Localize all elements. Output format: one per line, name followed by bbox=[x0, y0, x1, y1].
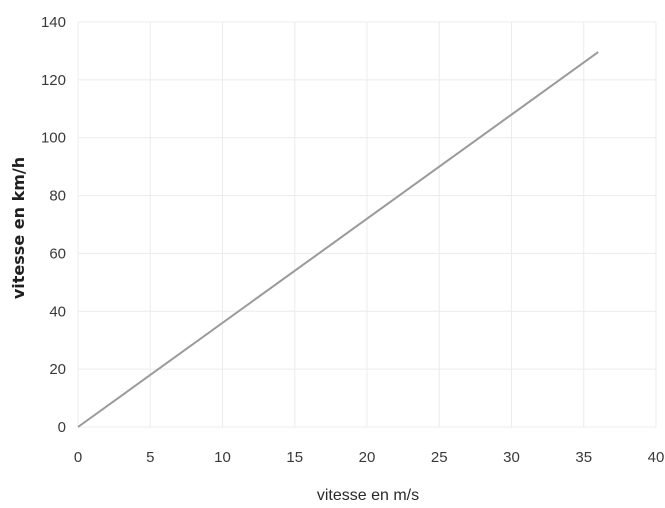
x-tick-label-4: 20 bbox=[359, 449, 376, 466]
y-tick-label-5: 100 bbox=[41, 130, 66, 147]
x-tick-label-6: 30 bbox=[503, 449, 520, 466]
y-axis-title: vitesse en km/h bbox=[9, 157, 28, 299]
y-tick-label-0: 0 bbox=[58, 419, 66, 436]
x-tick-label-8: 40 bbox=[648, 449, 665, 466]
x-tick-label-7: 35 bbox=[575, 449, 592, 466]
x-tick-label-1: 5 bbox=[146, 449, 154, 466]
y-tick-label-2: 40 bbox=[49, 303, 66, 320]
series-group bbox=[77, 51, 599, 428]
y-tick-label-3: 60 bbox=[49, 245, 66, 262]
x-axis-title: vitesse en m/s bbox=[317, 487, 419, 504]
y-tick-label-4: 80 bbox=[49, 188, 66, 205]
x-tick-label-0: 0 bbox=[74, 449, 82, 466]
x-tick-label-5: 25 bbox=[431, 449, 448, 466]
y-tick-label-1: 20 bbox=[49, 361, 66, 378]
y-tick-label-6: 120 bbox=[41, 72, 66, 89]
x-tick-label-2: 10 bbox=[214, 449, 231, 466]
y-tick-label-7: 140 bbox=[41, 14, 66, 31]
series-line-0 bbox=[77, 51, 599, 428]
grid bbox=[77, 21, 657, 428]
x-tick-labels: 0 5 10 15 20 25 30 35 40 bbox=[74, 449, 665, 466]
y-tick-labels: 0 20 40 60 80 100 120 140 bbox=[41, 14, 66, 436]
x-tick-label-3: 15 bbox=[286, 449, 303, 466]
